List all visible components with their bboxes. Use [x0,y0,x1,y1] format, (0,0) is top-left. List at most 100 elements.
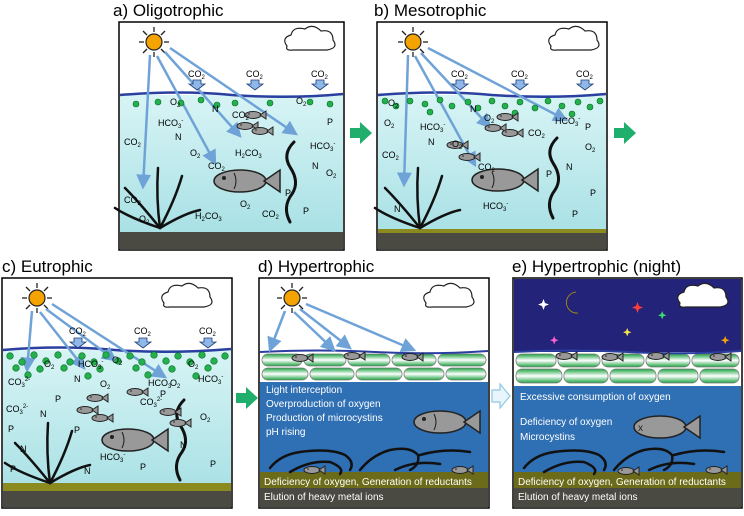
svg-text:HCO3-: HCO3- [483,201,508,213]
svg-text:HCO3-: HCO3- [555,116,580,128]
night-notes: Excessive consumption of oxygen Deficien… [518,392,726,503]
hypertrophic-notes: Light interception Overproduction of oxy… [264,385,472,503]
panel-mesotrophic: b) Mesotrophic CO2 CO2 CO2 O2 [373,1,608,251]
svg-text:HCO3-: HCO3- [420,122,445,134]
flow-arrow-a-b [350,122,372,144]
moon-icon [566,291,579,314]
svg-text:O2: O2 [112,355,123,367]
sun-icon [397,26,429,58]
svg-text:P: P [8,424,14,434]
svg-text:O2: O2 [585,142,596,154]
panel-title-d: d) Hypertrophic [258,257,375,276]
svg-text:O2: O2 [388,98,399,110]
note-heavy-metal: Elution of heavy metal ions [264,492,384,503]
svg-text:O2: O2 [190,148,201,160]
svg-text:P: P [74,425,80,435]
svg-text:HCO3-: HCO3- [100,452,125,464]
svg-text:N: N [20,444,27,454]
svg-text:O2: O2 [44,359,55,371]
svg-text:N: N [74,374,81,384]
svg-text:CO2: CO2 [69,326,87,338]
note-light-interception: Light interception [266,385,342,396]
svg-text:P: P [546,169,552,179]
dead-weed [268,447,472,476]
svg-text:O2: O2 [170,97,181,109]
svg-text:O2: O2 [100,379,111,391]
panel-title-e: e) Hypertrophic (night) [512,257,681,276]
svg-text:H2CO3: H2CO3 [195,211,222,223]
water-surface [119,91,344,99]
svg-text:CO2: CO2 [188,69,206,81]
svg-text:CO2: CO2 [478,162,496,174]
panel-title-b: b) Mesotrophic [374,1,487,20]
note-reductants-night: Deficiency of oxygen, Generation of redu… [518,477,726,488]
svg-text:CO2: CO2 [311,69,329,81]
svg-text:P: P [303,206,309,216]
svg-text:CO2: CO2 [511,69,529,81]
svg-text:CO2: CO2 [199,326,217,338]
svg-text:x: x [638,423,643,434]
svg-text:CO2: CO2 [232,110,250,122]
svg-text:HCO3-: HCO3- [78,359,103,371]
note-oxygen-deficiency: Deficiency of oxygen, Generation of redu… [264,477,472,488]
panel-title-a: a) Oligotrophic [113,1,224,20]
svg-text:O2: O2 [170,378,181,390]
svg-text:CO2: CO2 [124,195,142,207]
svg-text:P: P [590,188,596,198]
svg-text:N: N [175,132,182,142]
svg-text:CO32-: CO32- [6,404,28,416]
svg-text:CO32-: CO32- [140,397,162,409]
note-heavy-metal-night: Elution of heavy metal ions [518,492,638,503]
star-icons [538,299,730,345]
svg-text:N: N [470,104,477,114]
panel-eutrophic: c) Eutrophic CO2 CO2 CO2 [1,257,233,509]
svg-text:HCO3-: HCO3- [148,378,173,390]
svg-text:CO2: CO2 [246,69,264,81]
flow-arrow-d-e [491,382,511,410]
svg-text:N: N [428,137,435,147]
svg-text:N: N [394,204,401,214]
svg-text:P: P [10,464,16,474]
svg-text:O2: O2 [384,118,395,130]
svg-text:O2: O2 [296,96,307,108]
svg-text:P: P [160,389,166,399]
svg-text:O2: O2 [200,412,211,424]
svg-text:HCO3-: HCO3- [310,141,335,153]
svg-text:N: N [84,466,91,476]
sediment [120,232,343,249]
note-microcystins: Production of microcystins [266,413,383,424]
svg-text:O2: O2 [326,168,337,180]
svg-text:P: P [572,209,578,219]
svg-text:N: N [566,162,573,172]
svg-text:HCO3-: HCO3- [158,118,183,130]
svg-text:N: N [180,440,187,450]
note-ph-rising: pH rising [266,427,305,438]
algae-cells [132,96,334,109]
svg-text:P: P [140,462,146,472]
svg-text:CO2: CO2 [576,69,594,81]
svg-text:HCO3-: HCO3- [198,374,223,386]
svg-text:O2: O2 [240,199,251,211]
svg-text:CO2: CO2 [382,150,400,162]
note-oxygen-deficiency-night: Deficiency of oxygen [520,417,612,428]
panel-hypertrophic-night: e) Hypertrophic (night) [512,257,743,509]
co2-inputs: CO2 CO2 CO2 [188,69,329,91]
svg-text:O2: O2 [188,359,199,371]
svg-text:P: P [210,459,216,469]
sunlight-rays [136,46,299,190]
svg-text:P: P [327,117,333,127]
svg-text:O2: O2 [484,113,495,125]
chem-labels: O2 HCO3- N CO2 O2 P N CO2 O2 H2CO3 HCO3-… [124,96,337,226]
note-excessive-consumption: Excessive consumption of oxygen [520,392,671,403]
svg-text:CO2: CO2 [262,209,280,221]
panel-oligotrophic: a) Oligotrophic CO2 CO2 CO2 O2 [113,1,345,251]
svg-text:CO2: CO2 [134,326,152,338]
svg-text:CO2: CO2 [124,137,142,149]
svg-text:N: N [312,161,319,171]
flow-arrow-c-d [236,387,258,409]
dying-fish: x [633,414,701,440]
panel-hypertrophic: d) Hypertrophic [258,257,490,509]
flow-arrow-b-c [614,122,636,144]
svg-text:P: P [585,122,591,132]
